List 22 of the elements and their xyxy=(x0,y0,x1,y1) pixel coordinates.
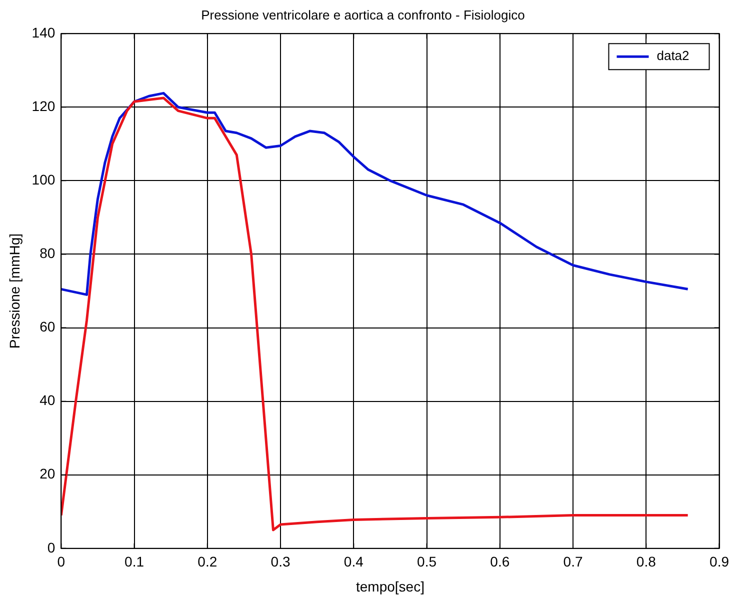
x-tick-label: 0.3 xyxy=(270,554,290,570)
y-axis-title: Pressione [mmHg] xyxy=(6,233,22,349)
y-tick-label: 100 xyxy=(32,172,56,188)
x-tick-label: 0.7 xyxy=(563,554,583,570)
legend-label: data2 xyxy=(656,48,690,64)
x-tick-label: 0.9 xyxy=(710,554,730,570)
y-tick-label: 40 xyxy=(40,392,56,408)
x-tick-label: 0.1 xyxy=(124,554,144,570)
x-tick-label: 0.5 xyxy=(417,554,437,570)
y-tick-label: 0 xyxy=(47,539,56,556)
x-axis-title: tempo[sec] xyxy=(356,578,424,594)
y-tick-label: 120 xyxy=(32,98,56,114)
y-tick-label: 20 xyxy=(40,466,56,482)
chart-title: Pressione ventricolare e aortica a confronto - Fisiologico xyxy=(201,7,525,22)
y-tick-label: 80 xyxy=(40,245,56,262)
x-tick-label: 0.2 xyxy=(198,554,218,570)
y-tick-label: 140 xyxy=(32,24,56,40)
x-tick-label: 0 xyxy=(57,554,66,570)
x-tick-label: 0.8 xyxy=(636,554,656,570)
x-tick-label: 0.4 xyxy=(344,554,364,570)
y-tick-label: 60 xyxy=(40,318,56,335)
x-tick-label: 0.6 xyxy=(490,554,510,570)
